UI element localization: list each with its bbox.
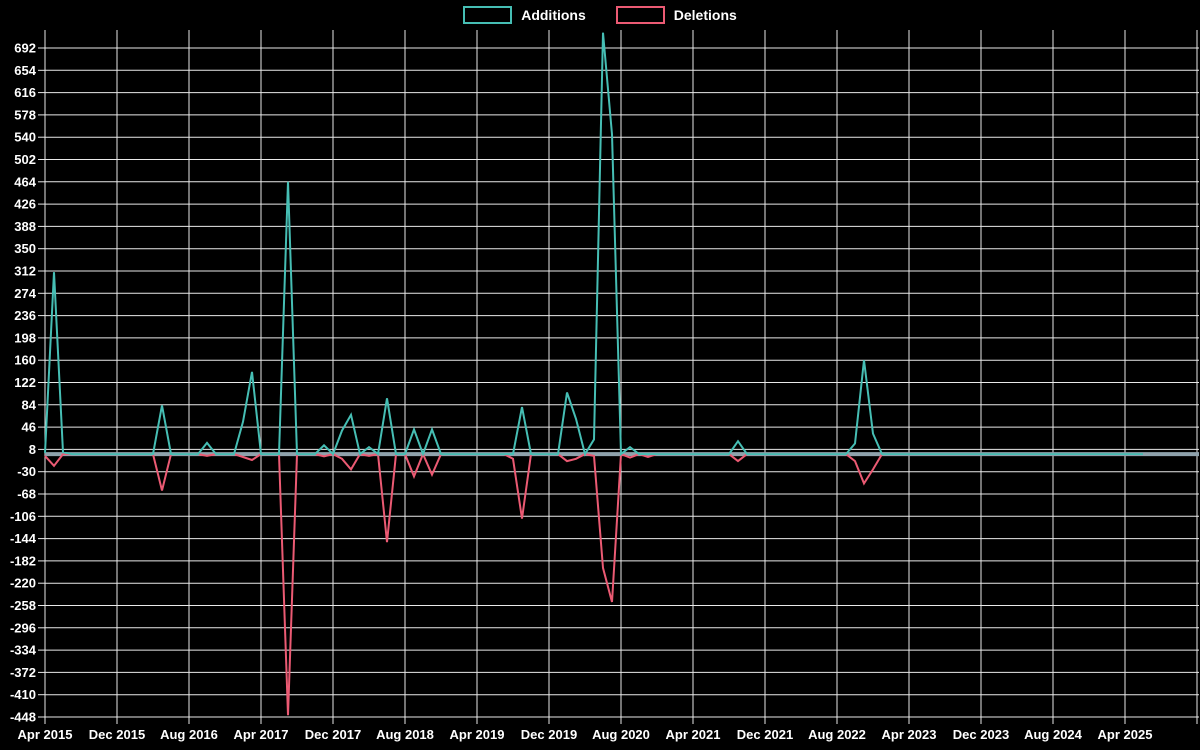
y-tick-label: 692 xyxy=(14,41,36,56)
y-tick-label: -68 xyxy=(17,487,36,502)
y-tick-label: 8 xyxy=(29,442,36,457)
y-tick-label: -144 xyxy=(10,531,37,546)
x-tick-label: Dec 2023 xyxy=(953,727,1009,742)
x-tick-label: Apr 2015 xyxy=(18,727,73,742)
y-tick-label: 236 xyxy=(14,308,36,323)
chart-legend: Additions Deletions xyxy=(0,6,1200,24)
y-tick-label: 350 xyxy=(14,241,36,256)
y-tick-label: -30 xyxy=(17,464,36,479)
y-tick-label: -106 xyxy=(10,509,36,524)
y-tick-label: -372 xyxy=(10,665,36,680)
y-tick-label: 502 xyxy=(14,152,36,167)
y-tick-label: 160 xyxy=(14,353,36,368)
y-tick-label: -258 xyxy=(10,598,36,613)
x-tick-label: Aug 2024 xyxy=(1024,727,1083,742)
x-tick-label: Aug 2016 xyxy=(160,727,218,742)
x-tick-label: Aug 2020 xyxy=(592,727,650,742)
y-tick-label: 388 xyxy=(14,219,36,234)
legend-item-deletions[interactable]: Deletions xyxy=(615,6,737,24)
x-tick-label: Dec 2015 xyxy=(89,727,145,742)
x-tick-label: Apr 2021 xyxy=(666,727,721,742)
y-tick-label: -220 xyxy=(10,576,36,591)
additions-legend-swatch xyxy=(463,6,513,24)
additions-line xyxy=(44,32,1143,458)
x-tick-label: Dec 2019 xyxy=(521,727,577,742)
legend-item-additions[interactable]: Additions xyxy=(463,6,586,24)
y-tick-label: 578 xyxy=(14,107,36,122)
x-tick-label: Apr 2025 xyxy=(1098,727,1153,742)
y-tick-label: 616 xyxy=(14,85,36,100)
deletions-line xyxy=(44,451,1143,716)
y-tick-label: 540 xyxy=(14,130,36,145)
y-tick-label: 46 xyxy=(22,420,36,435)
x-tick-label: Apr 2019 xyxy=(450,727,505,742)
y-tick-label: 654 xyxy=(14,63,36,78)
x-tick-label: Dec 2021 xyxy=(737,727,793,742)
y-tick-label: -182 xyxy=(10,553,36,568)
deletions-legend-swatch xyxy=(615,6,665,24)
y-tick-label: -296 xyxy=(10,620,36,635)
x-tick-label: Aug 2022 xyxy=(808,727,866,742)
y-tick-label: -448 xyxy=(10,710,36,725)
y-tick-label: 312 xyxy=(14,264,36,279)
x-tick-label: Dec 2017 xyxy=(305,727,361,742)
y-tick-label: -334 xyxy=(10,643,37,658)
y-tick-label: -410 xyxy=(10,687,36,702)
x-tick-label: Aug 2018 xyxy=(376,727,434,742)
y-tick-label: 464 xyxy=(14,174,36,189)
deletions-legend-label: Deletions xyxy=(673,7,737,23)
x-tick-label: Apr 2023 xyxy=(882,727,937,742)
y-tick-label: 84 xyxy=(22,397,37,412)
y-tick-label: 274 xyxy=(14,286,36,301)
additions-legend-label: Additions xyxy=(521,7,586,23)
x-tick-label: Apr 2017 xyxy=(234,727,289,742)
y-tick-label: 122 xyxy=(14,375,36,390)
y-tick-label: 198 xyxy=(14,330,36,345)
y-tick-label: 426 xyxy=(14,197,36,212)
